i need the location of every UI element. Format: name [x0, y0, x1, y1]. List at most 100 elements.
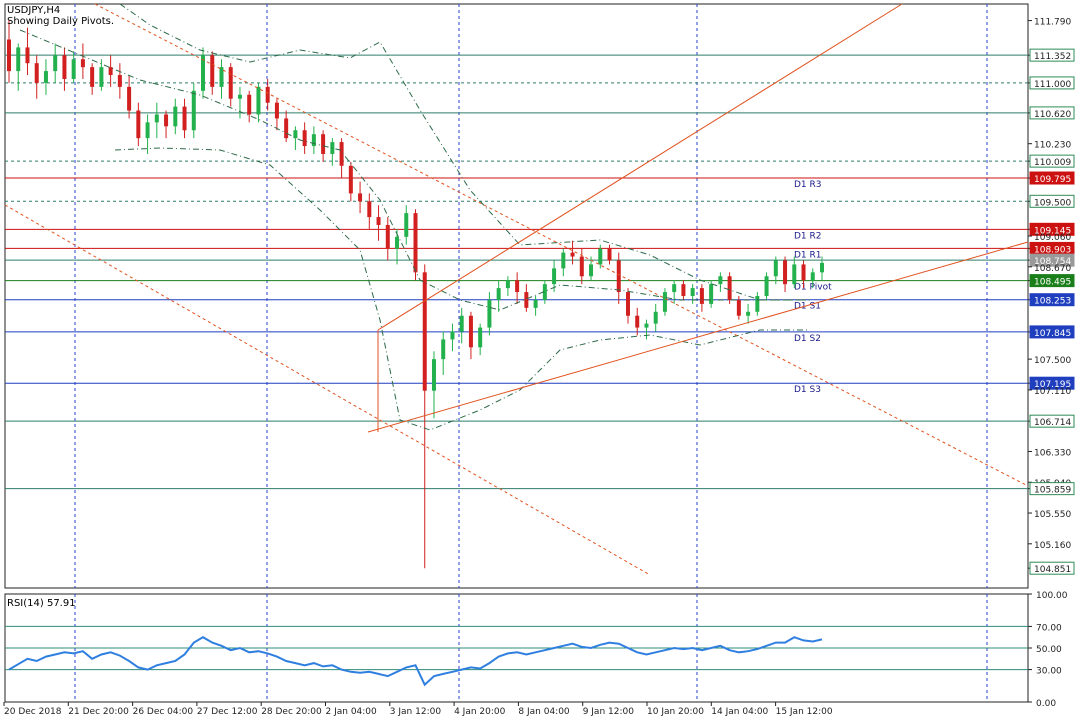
- price-tag: [1029, 154, 1075, 168]
- candle-body: [127, 86, 132, 111]
- price-tag: [1029, 171, 1075, 185]
- candle-body: [607, 248, 612, 261]
- candle-body: [764, 276, 769, 296]
- candle-body: [783, 260, 788, 285]
- price-tick-label: 105.160: [1034, 541, 1071, 551]
- time-axis-label: 10 Jan 20:00: [647, 707, 704, 717]
- price-tag-label: 107.195: [1034, 380, 1071, 390]
- candle-body: [117, 75, 122, 87]
- time-axis-label: 26 Dec 04:00: [133, 707, 194, 717]
- candle-body: [34, 63, 39, 83]
- rsi-tick-label: 30.00: [1036, 667, 1062, 677]
- candle-body: [422, 272, 427, 391]
- candle-body: [709, 284, 714, 304]
- candle-body: [136, 110, 141, 139]
- price-tick-label: 106.330: [1034, 448, 1071, 458]
- candle-body: [810, 272, 815, 281]
- candle-body: [274, 102, 279, 119]
- candle-body: [662, 292, 667, 312]
- price-tag-label: 108.903: [1034, 245, 1071, 255]
- rsi-tick-label: 70.00: [1036, 623, 1062, 633]
- candle-body: [145, 122, 150, 139]
- main-plot-area: [4, 3, 1029, 589]
- candle-body: [755, 296, 760, 312]
- bollinger-lower: [114, 147, 810, 431]
- candle-body: [43, 71, 48, 83]
- price-tag: [1029, 274, 1075, 288]
- candle-body: [413, 213, 418, 273]
- rsi-label: RSI(14) 57.91: [7, 598, 76, 609]
- chart-symbol-title: USDJPY,H4: [7, 5, 60, 16]
- candle-body: [164, 114, 169, 127]
- support-trendline: [367, 241, 1029, 433]
- price-tick-label: 105.550: [1034, 510, 1071, 520]
- price-tag-label: 107.845: [1034, 329, 1071, 339]
- price-tag-label: 109.795: [1034, 175, 1071, 185]
- time-axis-label: 21 Dec 20:00: [68, 707, 129, 717]
- candle-body: [385, 224, 390, 249]
- candle-body: [625, 292, 630, 316]
- candle-body: [302, 130, 307, 147]
- rsi-tick-label: 0.00: [1036, 699, 1056, 709]
- candle-body: [589, 264, 594, 277]
- chart-subtitle: Showing Daily Pivots.: [7, 16, 114, 27]
- price-tag: [1029, 376, 1075, 390]
- time-axis-label: 2 Jan 04:00: [326, 707, 378, 717]
- rsi-tick-label: 100.00: [1036, 591, 1068, 601]
- time-axis-label: 4 Jan 20:00: [454, 707, 506, 717]
- candle-body: [293, 130, 298, 139]
- pivot-label: D1 R3: [794, 180, 822, 190]
- pivot-label: D1 S2: [794, 334, 821, 344]
- candle-body: [727, 276, 732, 300]
- candle-body: [108, 67, 113, 76]
- price-tick-label: 108.670: [1034, 264, 1071, 274]
- candle-body: [16, 47, 21, 72]
- candle-body: [598, 248, 603, 265]
- candle-body: [62, 55, 67, 79]
- price-tick-label: 110.230: [1034, 141, 1071, 151]
- price-tag: [1029, 482, 1075, 496]
- price-tag: [1029, 48, 1075, 62]
- price-tag-label: 108.495: [1034, 278, 1071, 288]
- candle-body: [820, 262, 824, 273]
- price-tag: [1029, 561, 1075, 575]
- price-tag: [1029, 106, 1075, 120]
- price-tag: [1029, 222, 1075, 236]
- bollinger-upper: [119, 3, 810, 301]
- price-tag-label: 109.145: [1034, 226, 1071, 236]
- candle-body: [561, 252, 566, 269]
- candle-body: [505, 280, 510, 289]
- price-tag-label: 110.620: [1034, 110, 1071, 120]
- candle-body: [699, 288, 704, 304]
- candle-body: [237, 94, 242, 99]
- candle-body: [80, 59, 85, 68]
- candle-body: [265, 86, 270, 103]
- pivot-label: D1 S3: [794, 385, 821, 395]
- candle-body: [358, 193, 363, 202]
- candle-body: [25, 47, 30, 64]
- candle-body: [690, 288, 695, 296]
- candle-body: [404, 213, 409, 237]
- candle-body: [201, 55, 206, 91]
- candle-body: [644, 323, 649, 328]
- candle-body: [210, 55, 215, 87]
- candle-body: [672, 284, 677, 293]
- price-tag: [1029, 414, 1075, 428]
- price-tag-label: 111.352: [1034, 52, 1071, 62]
- candle-body: [219, 67, 224, 87]
- price-tag-label: 109.500: [1034, 198, 1071, 208]
- candle-body: [746, 311, 751, 316]
- rising-channel-line: [377, 3, 903, 331]
- price-tick-label: 111.790: [1034, 18, 1071, 28]
- candle-body: [99, 67, 104, 87]
- candle-body: [247, 94, 252, 115]
- descending-channel-lower: [4, 204, 651, 576]
- candle-body: [284, 118, 289, 139]
- candle-body: [339, 142, 344, 166]
- time-axis-label: 28 Dec 20:00: [261, 707, 322, 717]
- candle-body: [228, 67, 233, 99]
- candle-body: [90, 67, 95, 87]
- time-axis-label: 3 Jan 12:00: [390, 707, 442, 717]
- price-tag: [1029, 253, 1075, 267]
